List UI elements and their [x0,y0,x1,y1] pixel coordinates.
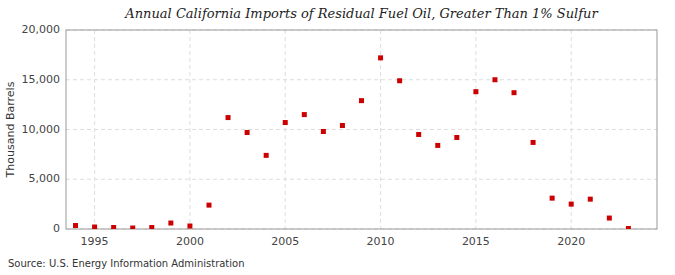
chart-container: 0 5,000 10,000 15,000 20,000 1995 2000 2005 2010… [0,0,675,275]
x-tick-label: 2015 [462,235,490,248]
source-note: Source: U.S. Energy Information Administ… [8,258,245,269]
plot-frame [66,30,657,229]
point [512,90,517,95]
point [397,78,402,83]
x-tick-label: 2000 [176,235,204,248]
point [206,203,211,208]
chart: 0 5,000 10,000 15,000 20,000 1995 2000 2005 2010… [0,0,675,275]
x-tick-label: 2020 [557,235,585,248]
point [492,77,497,82]
point [226,115,231,120]
point [92,225,97,229]
point [531,140,536,145]
x-grid-line [571,30,572,229]
x-grid-line [94,30,95,229]
point [302,112,307,117]
points [73,55,631,229]
grid [66,30,657,229]
point [435,143,440,148]
x-grid-line [189,30,190,229]
x-tick-label: 1995 [81,235,109,248]
point [473,89,478,94]
y-tick-label: 20,000 [22,23,61,36]
y-tick-label: 5,000 [29,172,61,185]
y-tick-label: 15,000 [22,73,61,86]
point [378,55,383,60]
point [245,130,250,135]
point [283,120,288,125]
y-tick-label: 10,000 [22,123,61,136]
point [607,216,612,221]
point [73,223,78,228]
y-tick-label: 0 [53,222,60,235]
point [111,225,116,229]
point [454,135,459,140]
point [550,196,555,201]
point [264,153,269,158]
point [416,132,421,137]
x-tick-label: 2005 [271,235,299,248]
y-grid-line [66,79,657,80]
point [340,123,345,128]
point [626,226,631,229]
point [187,224,192,229]
title: Annual California Imports of Residual Fu… [124,6,598,21]
y-grid-line [66,179,657,180]
point [168,221,173,226]
point [149,225,154,229]
point [359,98,364,103]
point [588,197,593,202]
point [569,202,574,207]
point [130,226,135,229]
x-grid-line [285,30,286,229]
x-tick-label: 2010 [367,235,395,248]
tick-labels: 0 5,000 10,000 15,000 20,000 1995 2000 2005 2010… [22,23,586,248]
point [321,129,326,134]
x-grid-line [475,30,476,229]
y-grid-line [66,129,657,130]
y-axis-label: Thousand Barrels [4,81,17,178]
